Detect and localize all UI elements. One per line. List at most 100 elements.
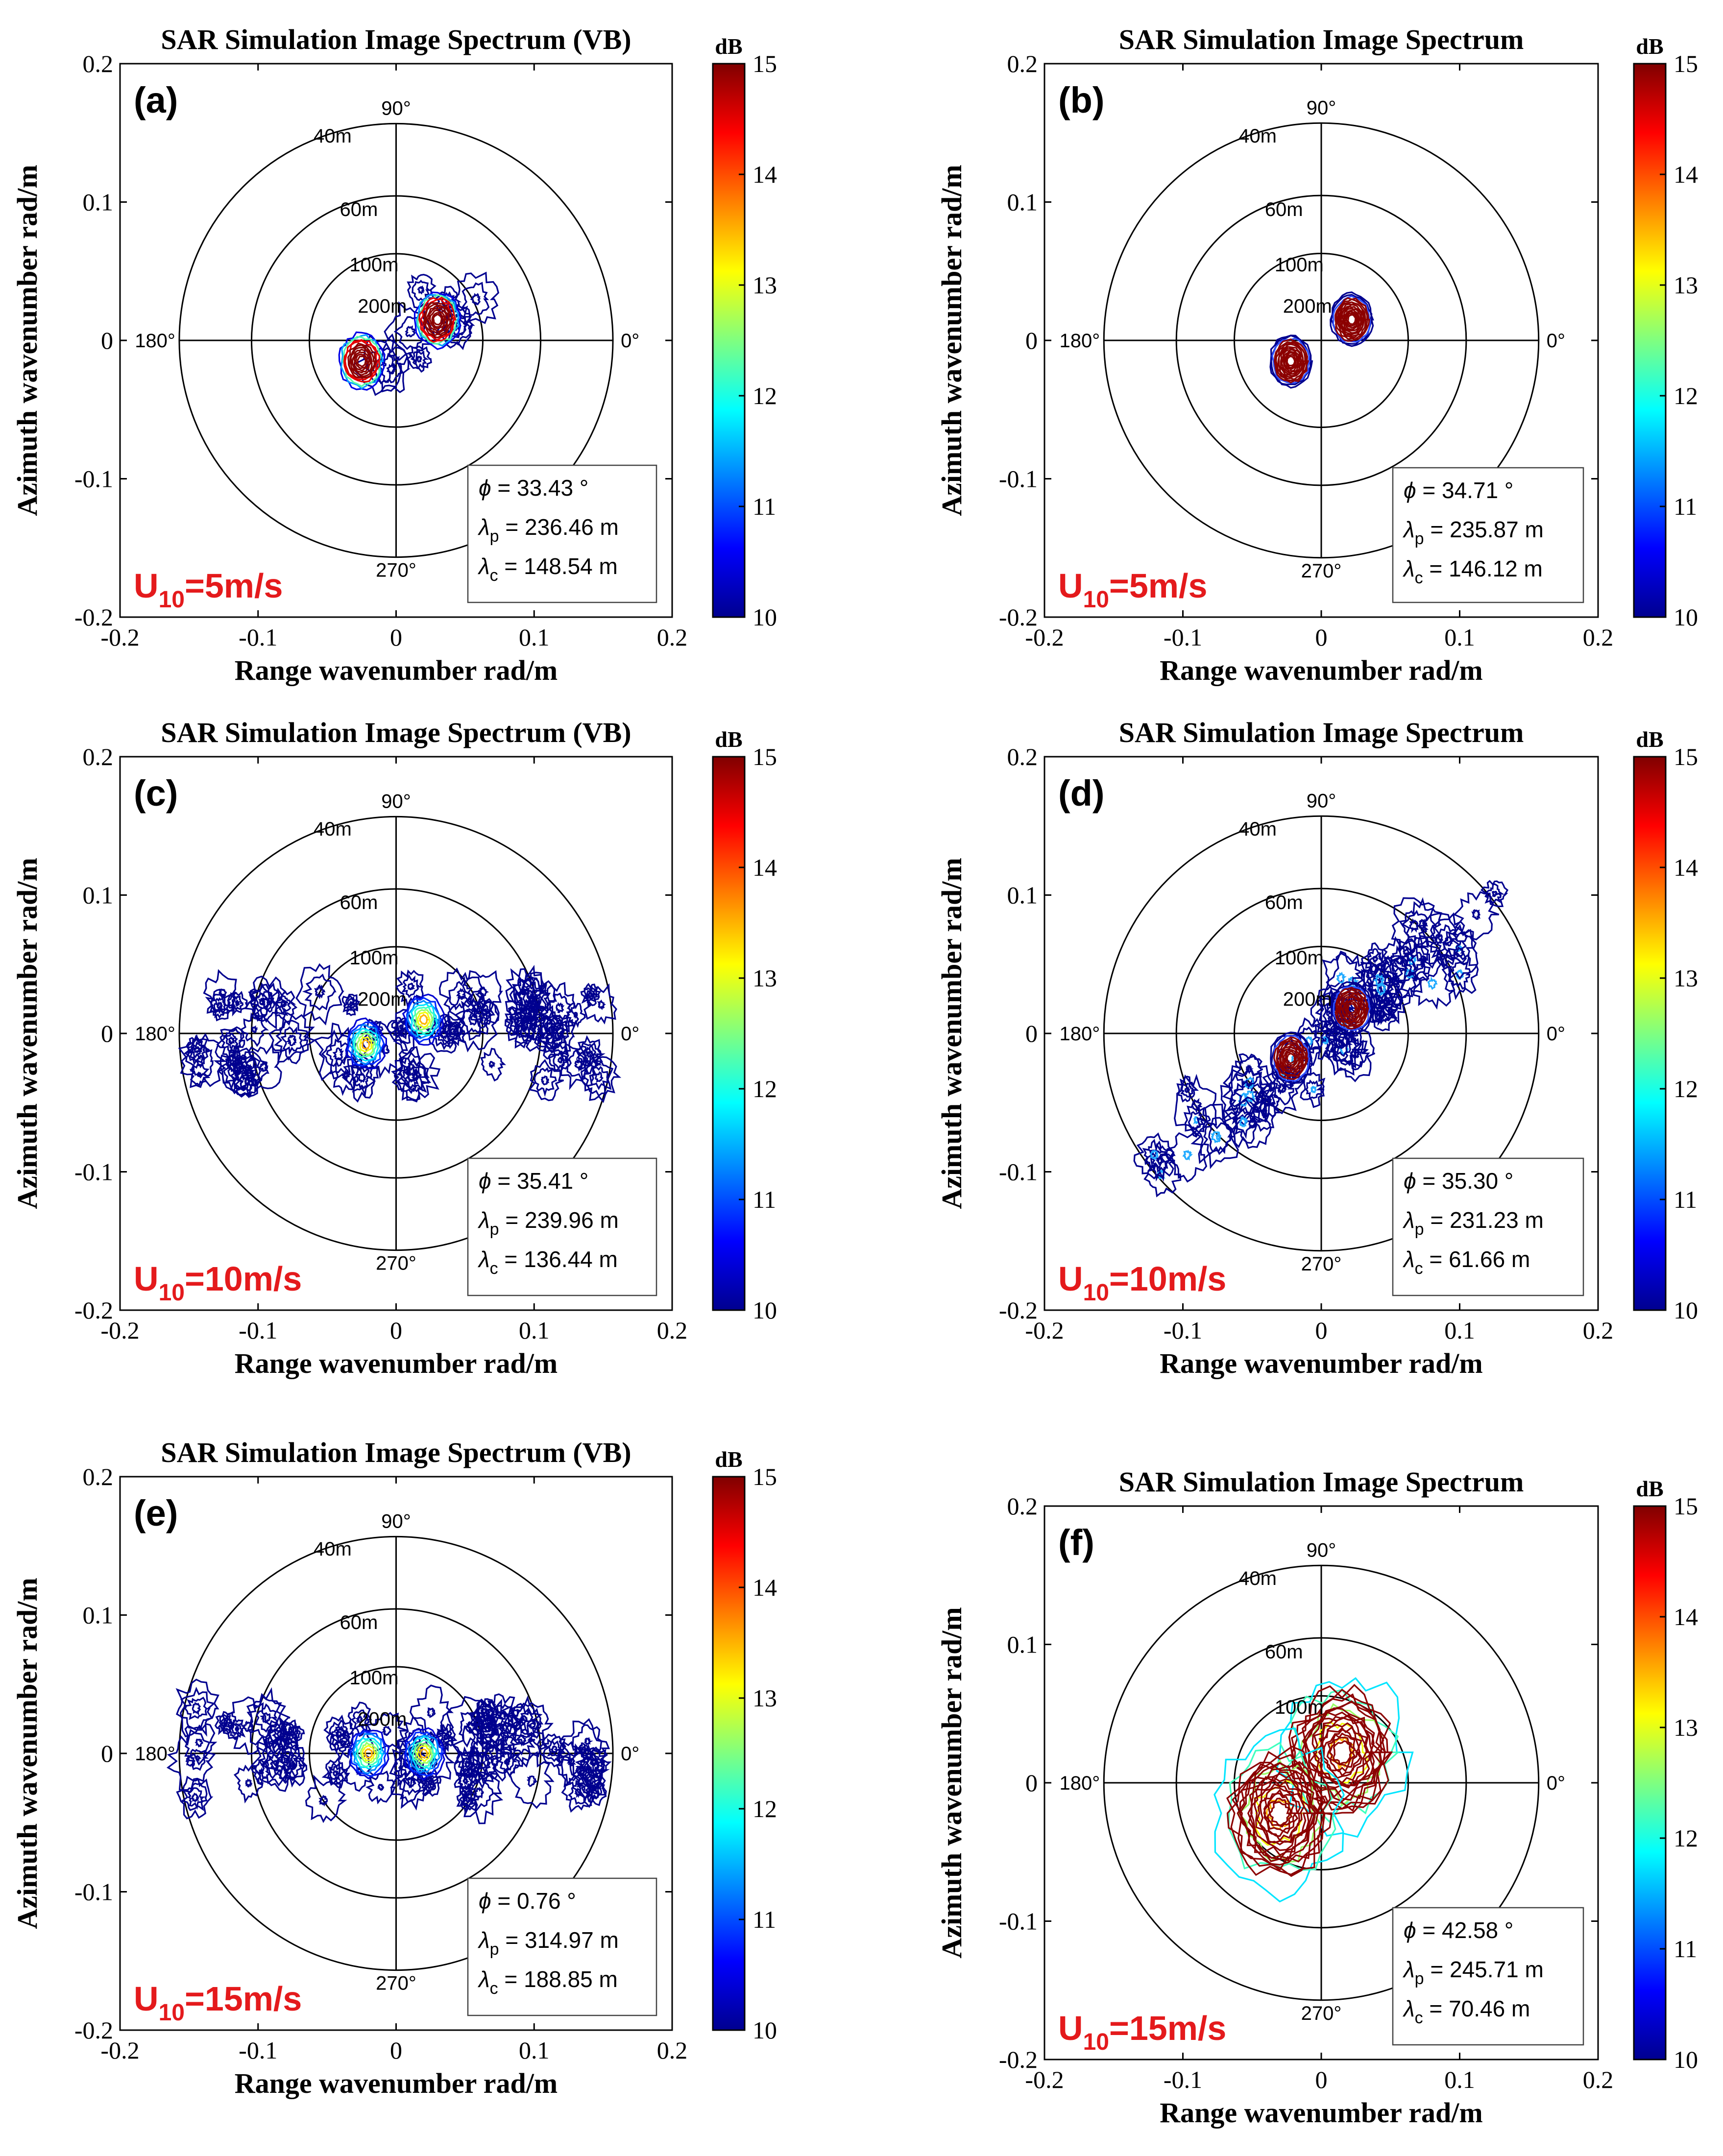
contour-line <box>222 1719 229 1727</box>
y-tick-label: -0.1 <box>999 1158 1038 1186</box>
contour-line <box>1233 1108 1257 1139</box>
contour-line <box>214 1711 237 1735</box>
contour-line <box>556 1002 565 1013</box>
contour-line <box>1263 1793 1297 1832</box>
contour-line <box>1347 1003 1357 1014</box>
contour-line <box>347 342 378 379</box>
contour-line <box>348 1728 390 1780</box>
contour-line <box>432 313 442 326</box>
x-tick-label: 0.1 <box>519 1317 550 1344</box>
contour-line <box>352 1733 386 1774</box>
contour-line <box>231 1059 238 1066</box>
contour-line <box>1300 1072 1326 1108</box>
contour-line <box>203 969 238 1014</box>
contour-line <box>1335 986 1369 1030</box>
contour-line <box>255 989 277 1016</box>
ring-label-100m: 100m <box>1275 1697 1324 1718</box>
contour-line <box>1222 1055 1274 1112</box>
contour-line <box>527 1719 536 1730</box>
y-tick-label: 0.2 <box>1007 1492 1038 1520</box>
wind-prefix: U <box>1058 567 1083 605</box>
contour-line <box>478 986 489 998</box>
contour-line <box>355 353 369 369</box>
contour-line <box>191 1792 199 1803</box>
y-tick-label: 0.2 <box>1007 50 1038 77</box>
angle-label-90deg: 90° <box>381 1510 411 1532</box>
contour-line <box>583 1737 593 1745</box>
contour-line <box>269 1759 279 1772</box>
contour-line <box>427 307 448 333</box>
x-tick-label: -0.1 <box>1164 623 1202 651</box>
contour-line <box>1435 924 1462 957</box>
info-phi: ϕ = 34.71 ° <box>1404 478 1513 503</box>
contour-line <box>1213 1727 1345 1903</box>
contour-line <box>512 973 549 1015</box>
contour-line <box>286 1034 297 1047</box>
angle-label-270deg: 270° <box>376 1973 416 1994</box>
x-tick-label: 0 <box>390 1317 402 1344</box>
angle-label-180deg: 180° <box>135 330 175 352</box>
contour-line <box>390 1754 435 1811</box>
contour-line <box>420 298 456 341</box>
contour-line <box>341 994 361 1016</box>
contour-line <box>461 970 503 1018</box>
wind-subscript: 10 <box>159 2000 185 2026</box>
contour-line <box>356 1032 375 1056</box>
wind-prefix: U <box>134 1260 159 1298</box>
contour-line <box>1453 891 1500 940</box>
angle-label-0deg: 0° <box>1547 330 1565 352</box>
contour-line <box>187 1787 205 1810</box>
contour-line <box>381 1725 391 1736</box>
contour-line <box>509 1751 555 1809</box>
colorbar-tick-label: 15 <box>1674 743 1698 770</box>
contour-line <box>318 1795 328 1807</box>
contour-line <box>531 1015 557 1047</box>
contour-line <box>259 1060 269 1073</box>
contour-line <box>597 999 607 1010</box>
contour-line <box>321 1757 350 1789</box>
angle-label-180deg: 180° <box>135 1023 175 1045</box>
contour-line <box>263 1751 288 1779</box>
angle-label-270deg: 270° <box>1301 2003 1342 2024</box>
contour-line <box>1366 962 1392 999</box>
y-axis-label: Azimuth wavenumber rad/m <box>11 1578 43 1929</box>
contour-line <box>1395 955 1404 965</box>
contour-line <box>328 1766 343 1782</box>
colorbar-tick-label: 15 <box>1674 50 1698 77</box>
contour-line <box>329 1727 356 1761</box>
contour-line <box>1373 974 1384 987</box>
info-phi: ϕ = 35.30 ° <box>1404 1168 1513 1194</box>
contour-line <box>348 1024 382 1065</box>
contour-line <box>1220 1065 1272 1131</box>
panel-label: (d) <box>1058 773 1105 814</box>
y-tick-label: 0 <box>1025 1769 1038 1797</box>
contour-line <box>1290 1688 1393 1811</box>
panel-label: (f) <box>1058 1522 1094 1563</box>
contour-line <box>1191 1098 1203 1113</box>
contour-line <box>436 1023 453 1046</box>
y-tick-label: 0.1 <box>1007 1631 1038 1658</box>
contour-line <box>353 1065 371 1090</box>
contour-line <box>1239 1761 1323 1871</box>
contour-line <box>251 1025 258 1033</box>
ring-label-60m: 60m <box>1265 892 1303 913</box>
contour-line <box>438 967 485 1024</box>
x-tick-label: -0.2 <box>1025 623 1064 651</box>
ring-label-60m: 60m <box>340 892 378 913</box>
contour-line <box>411 1003 438 1036</box>
contour-line <box>393 1046 441 1102</box>
contour-line <box>1406 936 1442 982</box>
colorbar-tick-label: 14 <box>1674 161 1698 188</box>
contour-line <box>521 985 539 1007</box>
contour-line <box>353 351 370 372</box>
contour-line <box>417 285 425 295</box>
colorbar-tick-label: 12 <box>752 1795 777 1822</box>
contour-line <box>462 1792 475 1807</box>
ring-label-100m: 100m <box>349 254 398 276</box>
contour-line <box>247 982 283 1023</box>
contour-line <box>178 1032 227 1088</box>
contour-line <box>1391 952 1431 999</box>
wind-suffix: =10m/s <box>185 1260 302 1298</box>
contour-line <box>583 1764 592 1777</box>
contour-line <box>427 1707 436 1718</box>
